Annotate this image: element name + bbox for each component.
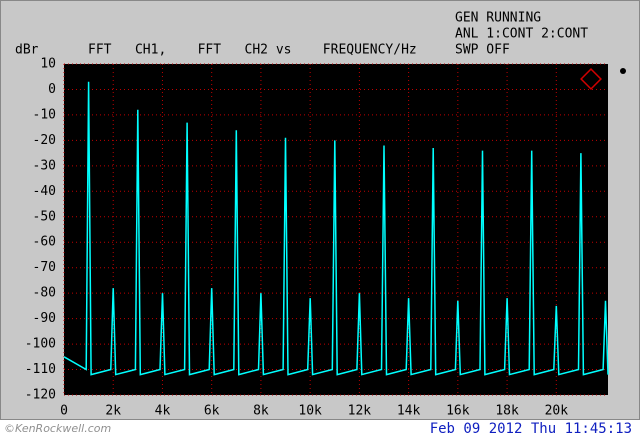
x-tick-label: 10k (298, 404, 322, 419)
trace (63, 81, 609, 376)
x-tick-label: 0 (60, 404, 68, 419)
x-tick-label: 4k (155, 404, 171, 419)
indicator (620, 68, 626, 74)
status-bar (0, 420, 640, 436)
status-text: ANL 1:CONT 2:CONT (455, 27, 588, 42)
status-text: GEN RUNNING (455, 11, 541, 26)
y-tick-label: -60 (33, 235, 56, 250)
y-tick-label: -30 (33, 158, 56, 173)
logo (580, 68, 626, 90)
chart-title: FFT CH1, FFT CH2 vs FREQUENCY/Hz (88, 43, 417, 58)
y-axis-label: dBr (15, 43, 39, 58)
x-tick-label: 6k (204, 404, 220, 419)
y-tick-label: -20 (33, 133, 56, 148)
x-tick-label: 2k (105, 404, 121, 419)
y-tick-label: -80 (33, 286, 56, 301)
x-tick-label: 14k (397, 404, 421, 419)
x-tick-label: 12k (348, 404, 372, 419)
y-tick-label: -120 (25, 388, 56, 403)
x-tick-label: 20k (545, 404, 569, 419)
y-tick-label: -40 (33, 184, 56, 199)
y-tick-label: -90 (33, 311, 56, 326)
x-tick-label: 18k (495, 404, 519, 419)
logo-diamond (580, 68, 602, 90)
x-tick-label: 8k (253, 404, 269, 419)
y-tick-label: -10 (33, 107, 56, 122)
status-text: SWP OFF (455, 43, 510, 58)
timestamp: Feb 09 2012 Thu 11:45:13 (430, 421, 632, 436)
y-tick-label: -70 (33, 260, 56, 275)
y-tick-label: 10 (40, 57, 56, 72)
y-tick-label: -100 (25, 337, 56, 352)
y-tick-label: -110 (25, 362, 56, 377)
watermark: ©KenRockwell.com (4, 422, 111, 435)
y-tick-label: -50 (33, 209, 56, 224)
y-tick-label: 0 (48, 82, 56, 97)
x-tick-label: 16k (446, 404, 470, 419)
